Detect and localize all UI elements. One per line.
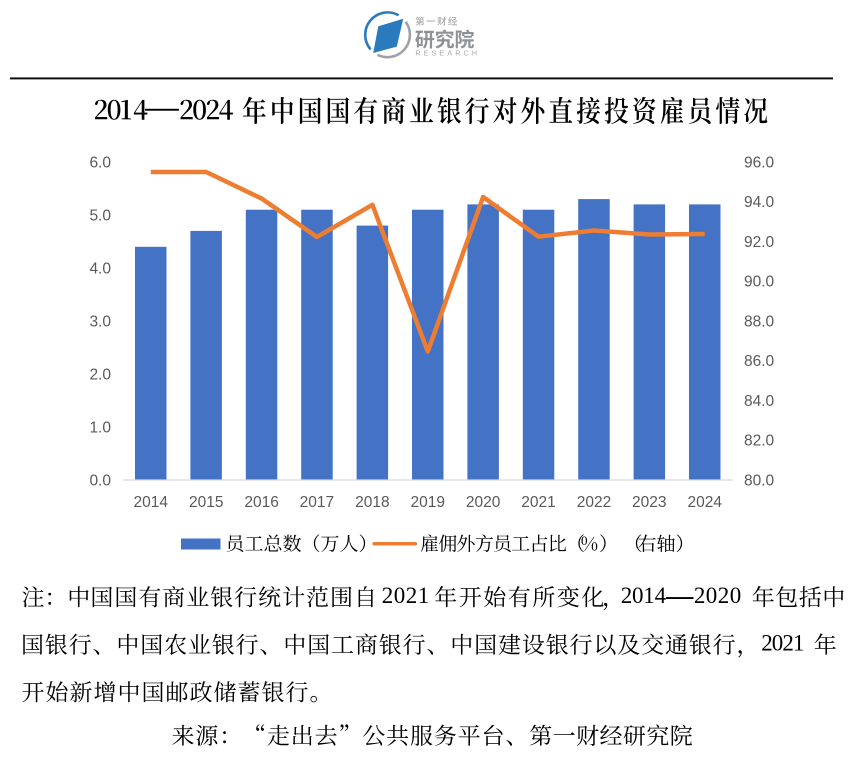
svg-text:2023: 2023 (632, 494, 666, 511)
svg-text:90.0: 90.0 (744, 274, 775, 291)
svg-text:6.0: 6.0 (89, 154, 111, 171)
svg-text:0.0: 0.0 (89, 472, 111, 489)
svg-text:2020: 2020 (466, 494, 501, 511)
svg-text:2018: 2018 (355, 494, 389, 511)
svg-text:84.0: 84.0 (744, 393, 775, 410)
svg-text:2017: 2017 (300, 494, 334, 511)
svg-text:2019: 2019 (411, 494, 445, 511)
svg-text:2.0: 2.0 (89, 366, 111, 383)
svg-text:5.0: 5.0 (89, 207, 111, 224)
svg-text:92.0: 92.0 (744, 234, 775, 251)
svg-text:96.0: 96.0 (744, 154, 775, 171)
svg-text:4.0: 4.0 (89, 260, 111, 277)
svg-text:2015: 2015 (189, 494, 223, 511)
svg-text:RESEARCH: RESEARCH (415, 49, 480, 58)
svg-text:2014: 2014 (134, 494, 169, 511)
svg-text:82.0: 82.0 (744, 433, 775, 450)
svg-text:2021: 2021 (521, 494, 555, 511)
svg-text:2022: 2022 (577, 494, 611, 511)
svg-text:2024: 2024 (688, 494, 723, 511)
svg-text:80.0: 80.0 (744, 472, 775, 489)
svg-text:2016: 2016 (244, 494, 278, 511)
svg-text:88.0: 88.0 (744, 313, 775, 330)
svg-text:94.0: 94.0 (744, 194, 775, 211)
svg-text:1.0: 1.0 (89, 419, 111, 436)
svg-text:86.0: 86.0 (744, 353, 775, 370)
svg-text:3.0: 3.0 (89, 313, 111, 330)
